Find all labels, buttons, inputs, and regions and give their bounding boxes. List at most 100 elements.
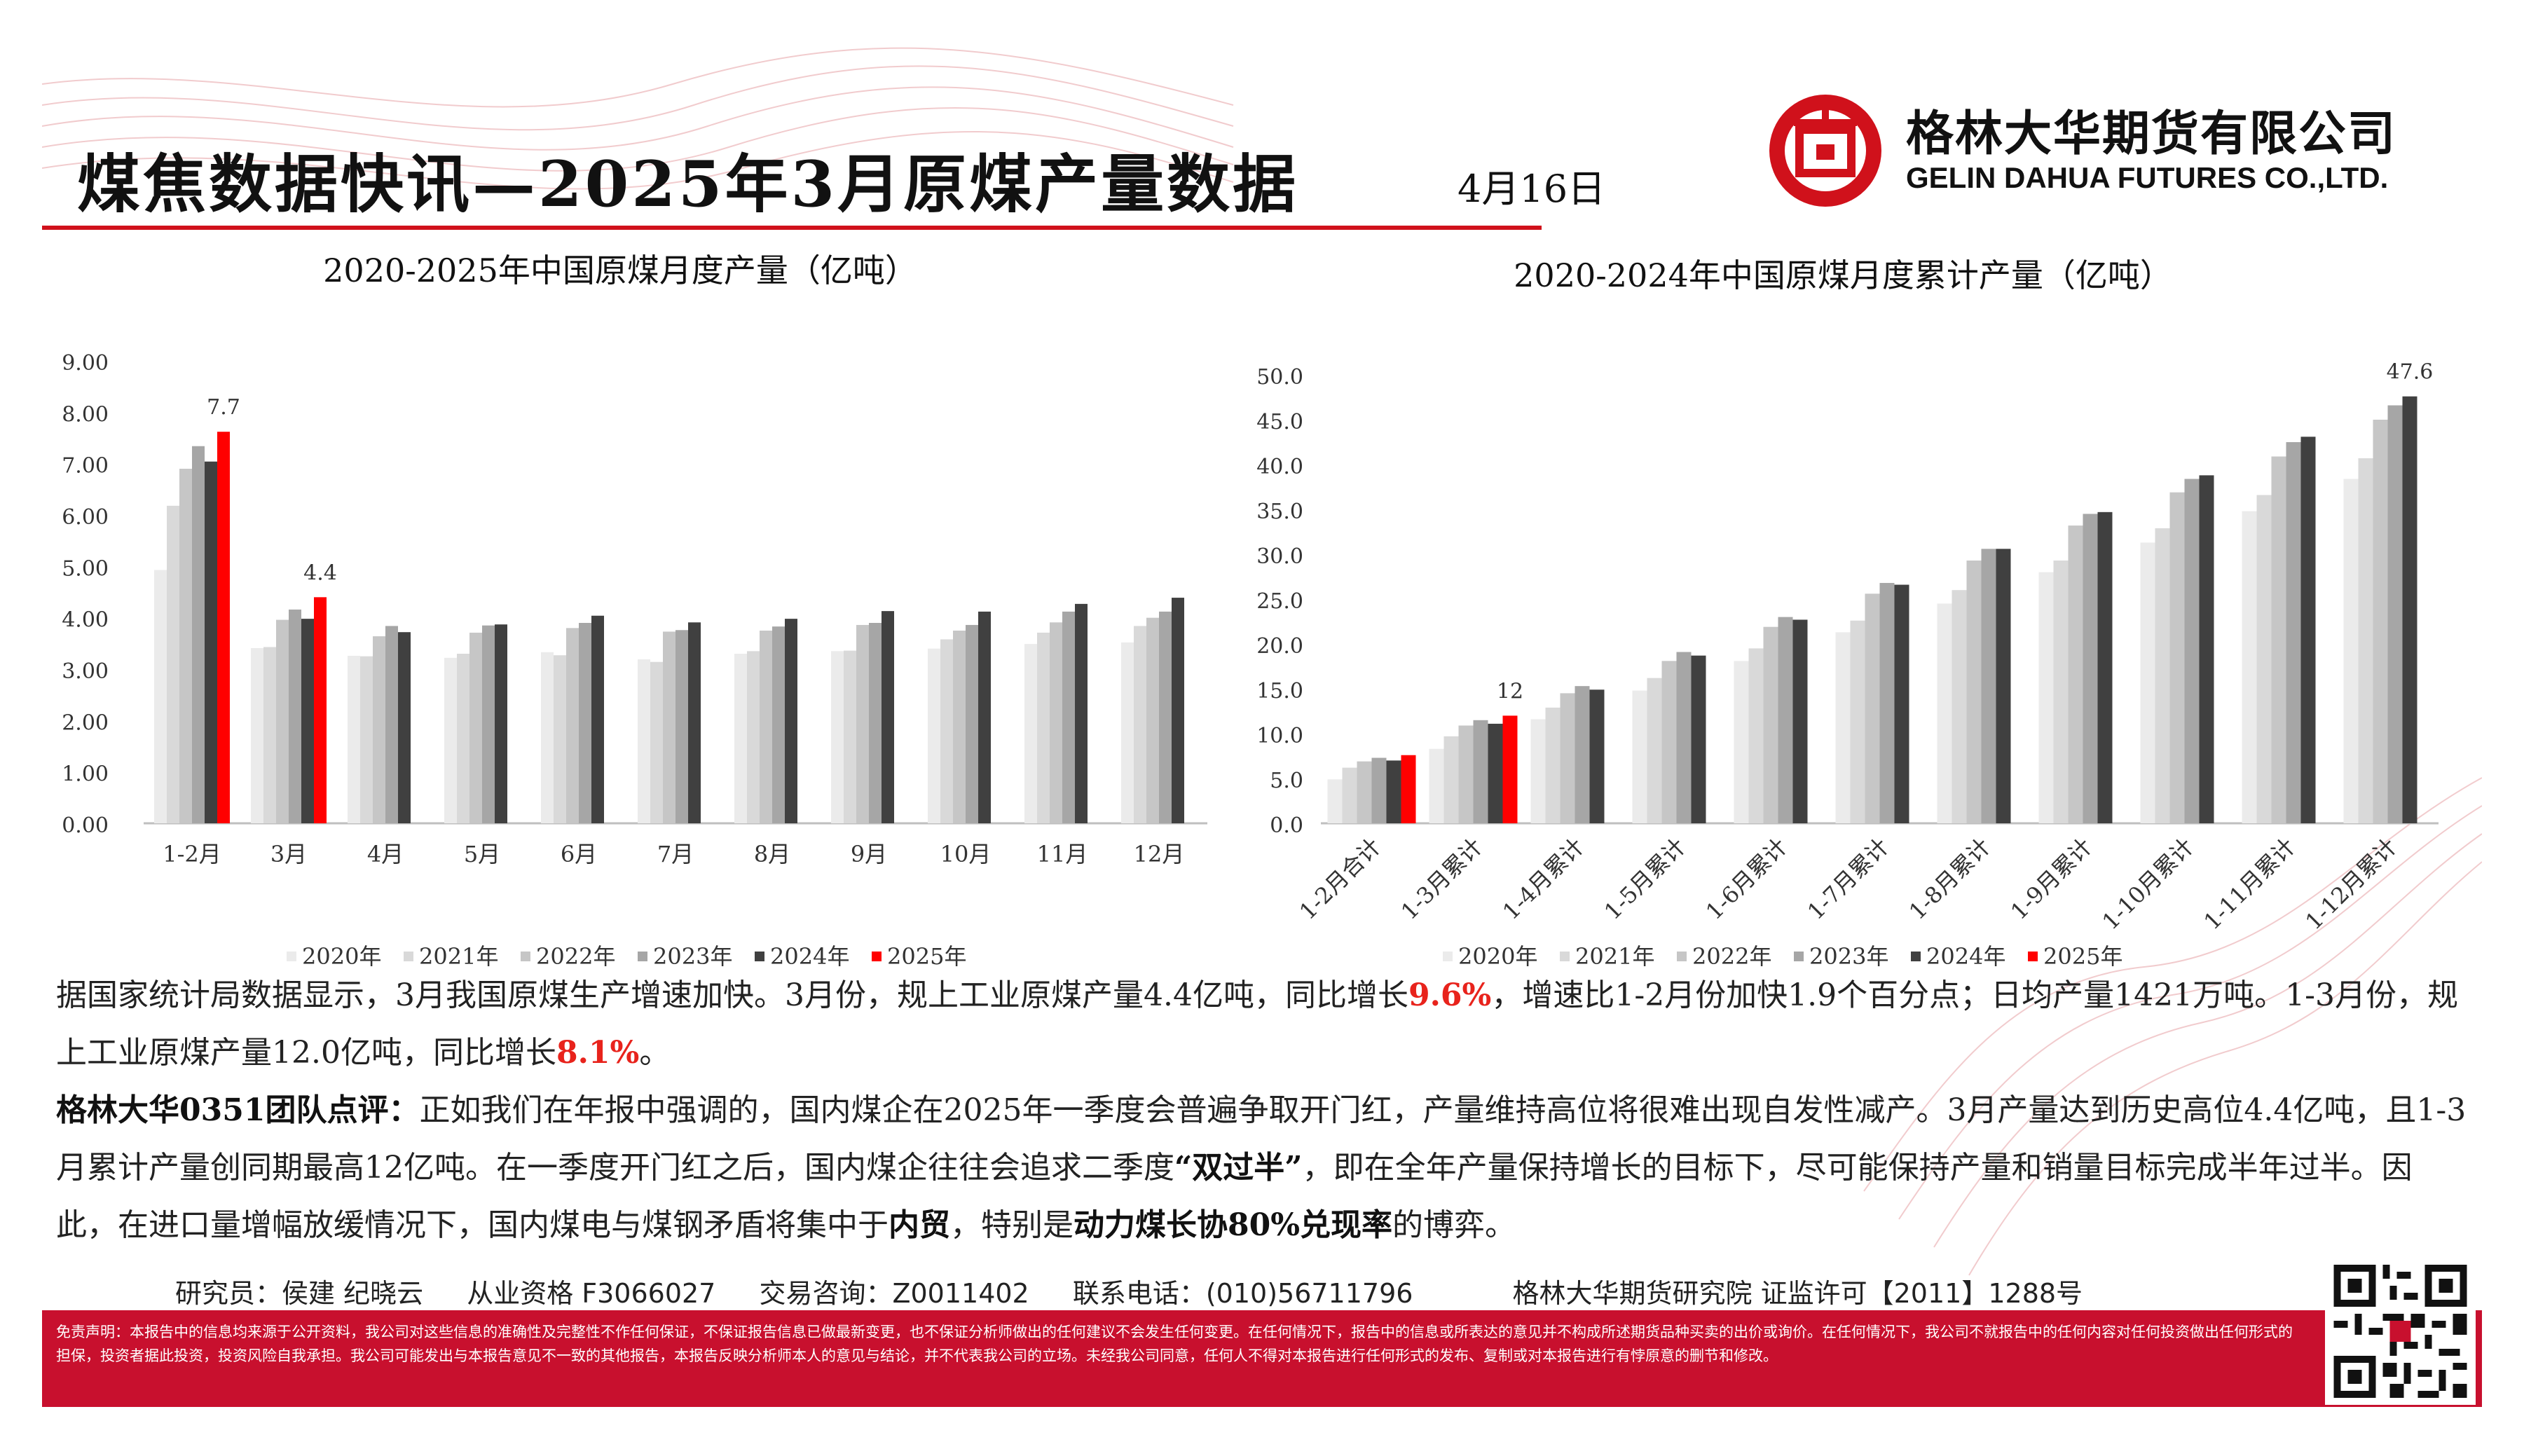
x-tick-label: 3月 <box>270 841 307 867</box>
y-tick-label: 10.0 <box>1256 724 1303 748</box>
x-tick-label: 7月 <box>657 841 694 867</box>
bar-2022年-1-5月累计 <box>1661 661 1677 823</box>
data-label: 7.7 <box>207 395 240 420</box>
bar-2022年-1-11月累计 <box>2271 456 2286 823</box>
bar-2022年-1-12月累计 <box>2373 420 2388 823</box>
legend-item: 2022年 <box>1692 943 1771 970</box>
y-tick-label: 20.0 <box>1256 634 1303 659</box>
bar-2022年-12月 <box>1146 617 1159 823</box>
bar-2022年-1-3月累计 <box>1458 725 1474 823</box>
bar-2022年-3月 <box>276 619 289 823</box>
x-tick-label: 12月 <box>1134 841 1185 867</box>
legend-item: 2020年 <box>1458 943 1537 970</box>
bar-2023年-1-8月累计 <box>1981 549 1996 823</box>
bar-2021年-12月 <box>1134 626 1146 823</box>
x-tick-label: 1-11月累计 <box>2199 833 2301 935</box>
qr-code-icon <box>2325 1258 2476 1405</box>
legend-swatch <box>638 952 647 961</box>
bar-2021年-1-10月累计 <box>2155 528 2170 823</box>
bar-2020年-3月 <box>251 647 263 823</box>
chart-1-title: 2020-2025年中国原煤月度产量（亿吨） <box>323 252 917 289</box>
bar-2021年-1-5月累计 <box>1647 678 1662 823</box>
bar-2023年-1-12月累计 <box>2387 405 2403 823</box>
y-tick-label: 50.0 <box>1256 365 1303 390</box>
bar-2022年-1-2月合计 <box>1357 761 1372 823</box>
bar-2021年-9月 <box>844 650 856 823</box>
legend-swatch <box>404 952 413 961</box>
commentary: 据国家统计局数据显示，3月我国原煤生产增速加快。3月份，规上工业原煤产量4.4亿… <box>56 967 2474 1254</box>
legend-item: 2020年 <box>302 943 381 970</box>
bar-2020年-1-12月累计 <box>2343 479 2359 823</box>
bar-2020年-12月 <box>1121 642 1134 823</box>
x-tick-label: 1-4月累计 <box>1497 833 1589 925</box>
bar-2020年-10月 <box>928 648 940 823</box>
bar-2021年-1-3月累计 <box>1443 736 1459 823</box>
disclaimer-bar: 免责声明：本报告中的信息均来源于公开资料，我公司对这些信息的准确性及完整性不作任… <box>42 1310 2319 1407</box>
bar-2022年-1-6月累计 <box>1763 626 1778 823</box>
bar-2024年-8月 <box>785 619 797 823</box>
data-label: 12 <box>1497 679 1523 703</box>
bar-2023年-12月 <box>1159 611 1172 823</box>
contact-line: 研究员：侯建 纪晓云 从业资格 F3066027 交易咨询：Z0011402 联… <box>175 1272 2118 1310</box>
legend-item: 2024年 <box>770 943 849 970</box>
x-tick-label: 1-7月累计 <box>1802 833 1894 925</box>
bar-2023年-3月 <box>289 609 301 823</box>
y-tick-label: 45.0 <box>1256 410 1303 434</box>
bar-2024年-3月 <box>301 619 314 823</box>
bar-2024年-1-3月累计 <box>1488 723 1503 823</box>
legend-swatch <box>1794 952 1804 961</box>
bar-2024年-1-2月 <box>205 461 217 823</box>
bar-2022年-1-9月累计 <box>2068 526 2083 823</box>
bar-2022年-4月 <box>373 636 385 823</box>
y-tick-label: 30.0 <box>1256 544 1303 569</box>
phone-number: 联系电话：(010)56711796 <box>1072 1278 1413 1309</box>
monthly-output-chart: 0.00 1.00 2.00 3.00 4.00 5.00 6.00 7.00 8.00 9.00… <box>62 351 1207 970</box>
bar-2023年-4月 <box>385 626 398 823</box>
bar-2022年-1-7月累计 <box>1865 593 1880 823</box>
x-tick-label: 8月 <box>754 841 790 867</box>
y-tick-label: 4.00 <box>62 608 109 633</box>
bar-2024年-1-2月合计 <box>1386 760 1401 823</box>
bar-2023年-10月 <box>966 624 978 823</box>
y-tick-label: 25.0 <box>1256 589 1303 614</box>
bar-2025年-1-2月合计 <box>1401 755 1416 823</box>
bar-2021年-3月 <box>263 647 276 823</box>
bar-2024年-1-10月累计 <box>2199 475 2214 823</box>
bar-2023年-7月 <box>675 630 688 823</box>
bar-2024年-1-5月累计 <box>1691 655 1706 823</box>
bar-2022年-8月 <box>760 631 772 823</box>
x-tick-label: 1-2月 <box>163 841 221 867</box>
legend-item: 2022年 <box>536 943 615 970</box>
bar-2020年-1-11月累计 <box>2242 511 2257 823</box>
bar-2023年-9月 <box>869 623 882 823</box>
bar-2022年-1-8月累计 <box>1966 560 1982 823</box>
commentary-paragraph-1: 据国家统计局数据显示，3月我国原煤生产增速加快。3月份，规上工业原煤产量4.4亿… <box>56 977 2458 1071</box>
bar-2022年-9月 <box>856 624 869 823</box>
page-title: 煤焦数据快讯—2025年3月原煤产量数据 <box>77 147 1299 221</box>
chart-2-title: 2020-2024年中国原煤月度累计产量（亿吨） <box>1514 256 2172 294</box>
bar-2021年-11月 <box>1037 632 1050 823</box>
x-tick-label: 10月 <box>940 841 992 867</box>
bar-2023年-1-2月 <box>192 446 205 823</box>
y-tick-label: 1.00 <box>62 762 109 787</box>
bar-2020年-1-9月累计 <box>2038 572 2054 823</box>
x-tick-label: 1-9月累计 <box>2005 833 2097 925</box>
bar-2021年-1-2月合计 <box>1342 767 1357 823</box>
bar-2020年-6月 <box>541 652 554 823</box>
bar-2021年-1-7月累计 <box>1850 620 1865 823</box>
legend-item: 2023年 <box>1809 943 1888 970</box>
y-tick-label: 15.0 <box>1256 679 1303 703</box>
y-tick-label: 7.00 <box>62 454 109 479</box>
bar-2024年-6月 <box>591 615 604 823</box>
bar-2021年-1-11月累计 <box>2256 495 2272 823</box>
bar-2020年-4月 <box>348 655 360 823</box>
bar-2020年-8月 <box>734 654 747 823</box>
bar-2024年-4月 <box>398 632 411 823</box>
legend-swatch <box>872 952 882 961</box>
x-tick-label: 1-5月累计 <box>1599 833 1691 925</box>
y-tick-label: 2.00 <box>62 710 109 735</box>
y-tick-label: 5.00 <box>62 556 109 581</box>
bar-2021年-10月 <box>940 639 953 823</box>
y-tick-label: 0.00 <box>62 813 109 838</box>
y-tick-label: 0.0 <box>1270 813 1303 838</box>
